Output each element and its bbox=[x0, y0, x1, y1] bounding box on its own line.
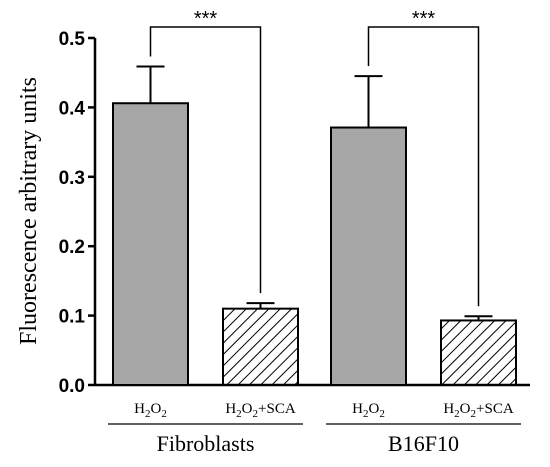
y-tick-label: 0.5 bbox=[59, 29, 86, 50]
y-axis-label: Fluorescence arbitrary units bbox=[16, 77, 42, 345]
bar bbox=[440, 319, 517, 387]
significance-label: *** bbox=[194, 8, 218, 30]
significance-annotations: *** *** bbox=[149, 8, 480, 307]
x-tick-label: H2​O2​ bbox=[352, 401, 385, 420]
group-label: Fibroblasts bbox=[157, 431, 255, 456]
y-tick-label: 0.3 bbox=[59, 168, 85, 189]
bars bbox=[112, 65, 517, 387]
y-tick-label: 0.2 bbox=[59, 237, 85, 258]
bar bbox=[222, 307, 299, 386]
significance-label: *** bbox=[412, 8, 436, 30]
bar bbox=[112, 102, 189, 387]
significance-bracket bbox=[367, 26, 480, 307]
group-label: B16F10 bbox=[388, 431, 459, 456]
x-tick-label: H2​O2​+SCA bbox=[225, 401, 295, 420]
bar bbox=[330, 126, 407, 386]
y-tick-label: 0.4 bbox=[59, 98, 86, 119]
x-axis-labels: H2​O2​ H2​O2​+SCA H2​O2​ H2​O2​+SCA Fibrobla… bbox=[108, 401, 521, 456]
x-tick-label: H2​O2​+SCA bbox=[443, 401, 513, 420]
significance-bracket bbox=[149, 26, 262, 294]
x-tick-label: H2​O2​ bbox=[134, 401, 167, 420]
y-tick-label: 0.1 bbox=[59, 307, 86, 328]
y-tick-label: 0.0 bbox=[59, 376, 85, 397]
